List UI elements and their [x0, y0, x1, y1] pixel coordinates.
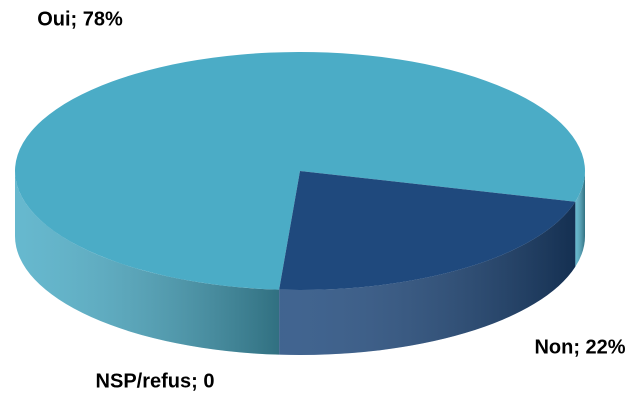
slice-label: Oui; 78%	[37, 8, 123, 30]
pie	[15, 52, 586, 355]
slice	[15, 52, 586, 290]
slice-side-shade	[15, 171, 280, 355]
slice-label: NSP/refus; 0	[96, 370, 215, 392]
slice-side-shade	[279, 201, 576, 355]
slice	[279, 171, 576, 290]
slice-side-shade	[575, 171, 585, 267]
slice-label: Non; 22%	[534, 336, 625, 358]
